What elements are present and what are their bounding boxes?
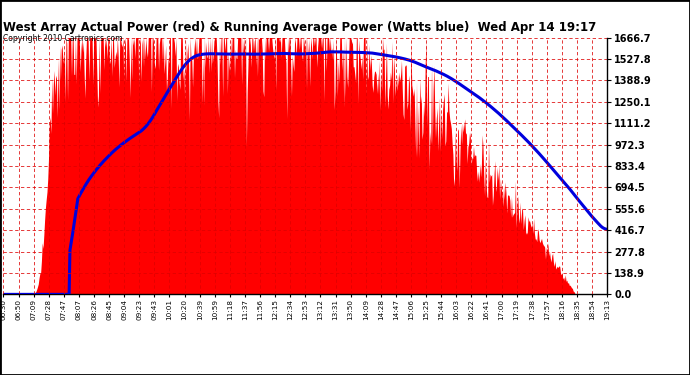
Text: West Array Actual Power (red) & Running Average Power (Watts blue)  Wed Apr 14 1: West Array Actual Power (red) & Running … (3, 21, 597, 34)
Text: Copyright 2010 Cartronics.com: Copyright 2010 Cartronics.com (3, 34, 123, 43)
